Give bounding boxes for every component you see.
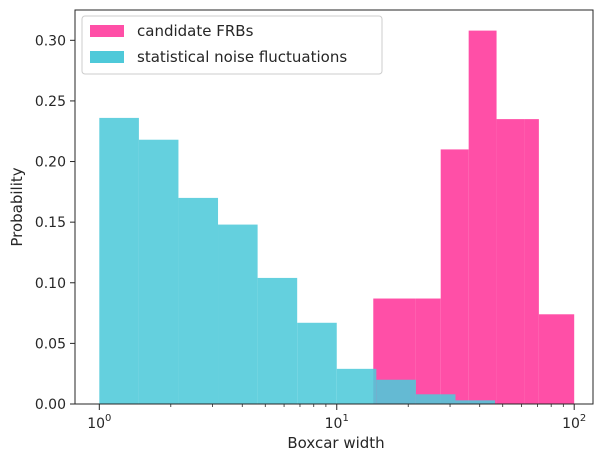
bar-candidate-frbs-4 (496, 119, 525, 405)
plot-frame (74, 9, 594, 405)
legend: candidate FRBs statistical noise fluctua… (81, 15, 383, 75)
bar-statistical-noise-fluctuations-2 (178, 197, 219, 404)
y-axis-label: Probability (8, 167, 26, 246)
bar-statistical-noise-fluctuations-3 (218, 224, 258, 404)
legend-swatch-noise (90, 51, 124, 63)
x-axis: 100 101 102 (87, 404, 586, 432)
legend-label-noise: statistical noise fluctuations (137, 48, 347, 66)
y-axis: 0.00 0.05 0.10 0.15 0.20 0.25 0.30 (35, 33, 75, 413)
bar-statistical-noise-fluctuations-6 (336, 368, 377, 404)
bar-statistical-noise-fluctuations-4 (257, 277, 298, 404)
bar-candidate-frbs-5 (524, 119, 539, 405)
bar-candidate-frbs-6 (538, 314, 575, 404)
legend-label-candidate-frbs: candidate FRBs (137, 22, 254, 40)
y-tick-label: 0.20 (35, 155, 66, 171)
y-tick-label: 0.25 (35, 94, 66, 110)
bar-candidate-frbs-1 (415, 298, 441, 404)
bar-statistical-noise-fluctuations-5 (297, 322, 337, 404)
bar-statistical-noise-fluctuations-7 (376, 379, 416, 404)
y-tick-label: 0.30 (35, 33, 66, 49)
y-tick-label: 0.15 (35, 215, 66, 231)
bar-statistical-noise-fluctuations-8 (415, 394, 456, 404)
legend-box (81, 15, 383, 75)
x-tick-label: 101 (325, 413, 349, 432)
legend-swatch-candidate-frbs (90, 25, 124, 37)
bar-statistical-noise-fluctuations-9 (455, 400, 496, 404)
y-tick-label: 0.00 (35, 397, 66, 413)
bar-statistical-noise-fluctuations-0 (99, 117, 139, 405)
x-axis-label: Boxcar width (287, 434, 384, 452)
bar-candidate-frbs-3 (468, 30, 497, 405)
bars-layer (99, 30, 575, 405)
y-tick-label: 0.05 (35, 336, 66, 352)
x-tick-label: 100 (87, 413, 111, 432)
y-tick-label: 0.10 (35, 276, 66, 292)
bar-statistical-noise-fluctuations-1 (138, 139, 179, 404)
x-tick-label: 102 (562, 413, 586, 432)
bar-candidate-frbs-2 (440, 149, 469, 404)
